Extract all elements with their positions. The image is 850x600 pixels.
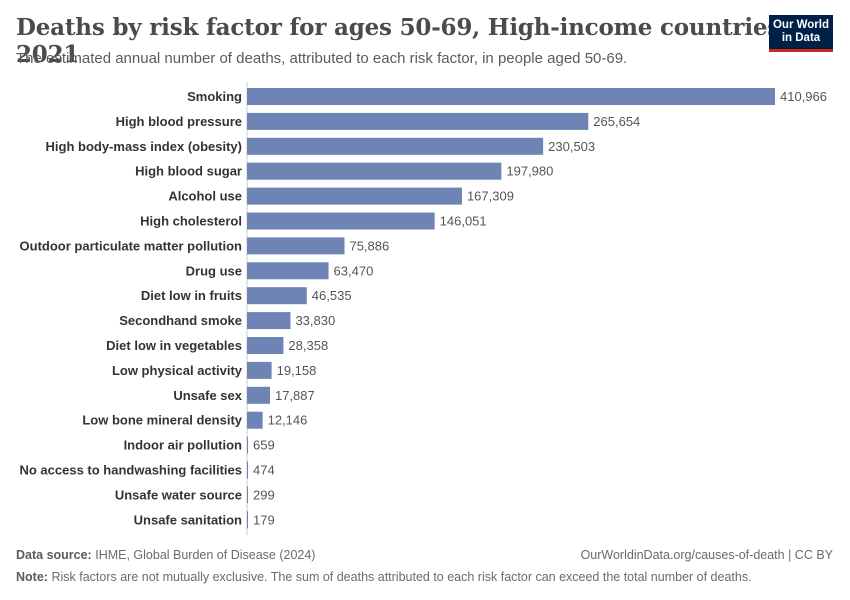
owid-logo[interactable]: Our World in Data	[769, 15, 833, 52]
value-label: 659	[253, 438, 275, 453]
bar[interactable]	[247, 88, 775, 105]
bar[interactable]	[247, 137, 544, 155]
data-source-text: IHME, Global Burden of Disease (2024)	[95, 548, 316, 562]
value-label: 230,503	[548, 139, 595, 154]
category-label: Low bone mineral density	[82, 413, 242, 428]
value-label: 63,470	[334, 263, 374, 278]
bar[interactable]	[247, 461, 248, 479]
bar[interactable]	[247, 212, 435, 230]
category-label: Secondhand smoke	[119, 313, 242, 328]
value-label: 265,654	[593, 114, 640, 129]
data-source-label: Data source:	[16, 548, 92, 562]
value-label: 474	[253, 463, 275, 478]
data-source: Data source: IHME, Global Burden of Dise…	[16, 548, 315, 562]
bar[interactable]	[247, 337, 284, 354]
value-label: 299	[253, 487, 275, 502]
category-label: No access to handwashing facilities	[19, 463, 242, 478]
logo-line-2: in Data	[781, 32, 821, 44]
chart-title: Deaths by risk factor for ages 50-69, Hi…	[16, 14, 788, 68]
bar[interactable]	[247, 511, 248, 529]
value-label: 410,966	[780, 89, 827, 104]
logo-line-1: Our World	[772, 19, 829, 31]
category-label: Outdoor particulate matter pollution	[20, 238, 243, 253]
footer-note: Note: Risk factors are not mutually excl…	[16, 570, 833, 584]
category-label: Unsafe sex	[173, 388, 242, 403]
bar[interactable]	[247, 486, 248, 504]
value-label: 146,051	[440, 214, 487, 229]
category-label: Diet low in vegetables	[106, 338, 242, 353]
value-label: 12,146	[268, 413, 308, 428]
bar[interactable]	[247, 436, 248, 454]
category-label: Low physical activity	[112, 363, 243, 378]
value-label: 46,535	[312, 288, 352, 303]
bar[interactable]	[247, 162, 502, 180]
bar[interactable]	[247, 237, 345, 255]
bar[interactable]	[247, 361, 272, 379]
bar[interactable]	[247, 187, 462, 205]
bar[interactable]	[247, 312, 291, 330]
value-label: 197,980	[506, 164, 553, 179]
category-label: Unsafe water source	[115, 487, 242, 502]
value-label: 179	[253, 512, 275, 527]
value-label: 19,158	[277, 363, 317, 378]
bar[interactable]	[247, 112, 589, 130]
value-label: 17,887	[275, 388, 315, 403]
value-label: 167,309	[467, 189, 514, 204]
chart-subtitle: The estimated annual number of deaths, a…	[16, 50, 628, 67]
category-label: High blood sugar	[135, 164, 242, 179]
category-label: Diet low in fruits	[141, 288, 242, 303]
note-label: Note:	[16, 570, 48, 584]
note-text: Risk factors are not mutually exclusive.…	[51, 570, 752, 584]
category-label: Unsafe sanitation	[134, 512, 242, 527]
bar[interactable]	[247, 262, 329, 280]
category-label: Indoor air pollution	[124, 438, 242, 453]
category-label: Alcohol use	[168, 189, 242, 204]
category-label: Drug use	[186, 263, 242, 278]
value-label: 75,886	[349, 238, 389, 253]
category-label: High cholesterol	[140, 214, 242, 229]
category-label: High blood pressure	[116, 114, 242, 129]
category-label: Smoking	[187, 89, 242, 104]
value-label: 33,830	[295, 313, 335, 328]
value-label: 28,358	[288, 338, 328, 353]
bar-chart: Smoking 410,966 High blood pressure 265,654…	[19, 82, 827, 535]
footer-source-row: Data source: IHME, Global Burden of Dise…	[16, 548, 833, 562]
category-label: High body-mass index (obesity)	[46, 139, 242, 154]
url-license[interactable]: OurWorldinData.org/causes-of-death | CC …	[580, 548, 833, 562]
bar[interactable]	[247, 386, 270, 404]
bar[interactable]	[247, 287, 307, 305]
bar[interactable]	[247, 411, 263, 429]
